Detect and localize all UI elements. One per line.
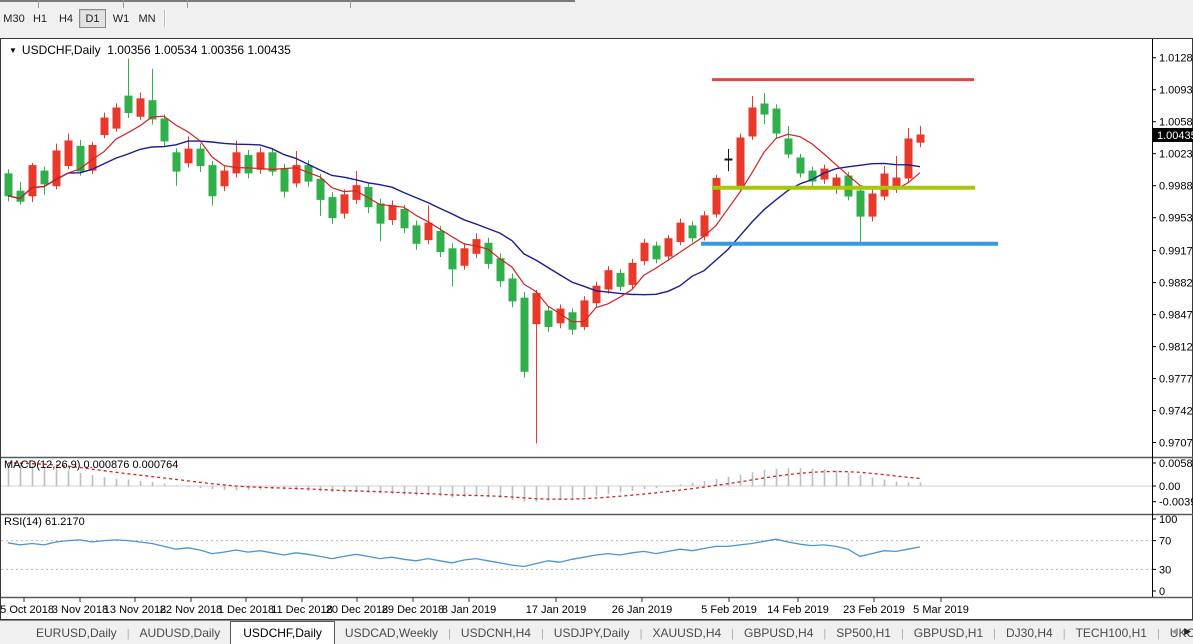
current-price-tag: [1153, 127, 1193, 142]
current-price-value: 1.00435: [1157, 130, 1193, 142]
date-tick-label: 1 Dec 2018: [218, 604, 274, 616]
date-tick-label: 26 Jan 2019: [612, 604, 673, 616]
date-tick-label: 5 Feb 2019: [701, 604, 757, 616]
tab-separator: |: [448, 628, 451, 640]
chart-symbol-label: USDCHF,Daily: [21, 43, 101, 57]
tab-scroll-controls: ◀ ▶: [1171, 626, 1191, 637]
tab-separator: |: [993, 628, 997, 640]
rsi-axis-label: 70: [1159, 536, 1171, 548]
chart-dropdown-icon[interactable]: ▼: [9, 46, 17, 55]
macd-main-value: 0.000876: [83, 459, 130, 471]
date-tick-label: 11 Dec 2018: [271, 604, 333, 616]
tab-separator: |: [639, 628, 643, 640]
tf-button-d1[interactable]: D1: [79, 9, 106, 28]
tab-gbpusd-h1[interactable]: GBPUSD,H1: [913, 626, 984, 640]
tab-separator: |: [900, 628, 904, 640]
rsi-axis-label: 0: [1159, 586, 1165, 598]
macd-axis-label: 0.005802: [1159, 458, 1193, 470]
date-tick-label: 29 Dec 2018: [382, 604, 444, 616]
tf-button-mn[interactable]: MN: [138, 12, 156, 25]
tab-usdcnh-h4[interactable]: USDCNH,H4: [460, 626, 531, 640]
rsi-indicator-label: RSI(14) 61.2170: [4, 516, 85, 528]
tab-usdjpy-daily[interactable]: USDJPY,Daily: [553, 626, 630, 640]
date-tick-label: 14 Feb 2019: [767, 604, 829, 616]
chart-title: ▼ USDCHF,Daily 1.00356 1.00534 1.00356 1.…: [9, 43, 291, 57]
macd-axis-label: -0.003945: [1159, 497, 1193, 509]
tf-button-w1[interactable]: W1: [112, 12, 130, 25]
toolbar-separator: [164, 10, 166, 27]
timeframe-toolbar: M30 H1 H4 D1 W1 MN: [0, 8, 1193, 30]
tab-eurusd-daily[interactable]: EURUSD,Daily: [36, 626, 117, 640]
price-tick-label: 1.01280: [1159, 53, 1193, 65]
date-tick-label: 22 Nov 2018: [160, 604, 222, 616]
tab-gbpusd-h4[interactable]: GBPUSD,H4: [744, 626, 814, 640]
tab-separator: |: [540, 628, 544, 640]
date-tick-label: 5 Mar 2019: [913, 604, 969, 616]
rsi-axis-label: 30: [1159, 564, 1171, 576]
tab-separator: |: [126, 628, 130, 640]
tab-separator: |: [1156, 628, 1160, 640]
tab-usdcad-weekly[interactable]: USDCAD,Weekly: [344, 626, 439, 640]
date-tick-label: 25 Oct 2018: [1, 604, 54, 616]
price-tick-label: 1.00930: [1159, 85, 1193, 97]
tf-button-m30[interactable]: M30: [3, 12, 25, 25]
date-tick-label: 13 Nov 2018: [104, 604, 166, 616]
macd-axis-label: 0.00: [1159, 481, 1180, 493]
tf-button-h1[interactable]: H1: [32, 12, 48, 25]
macd-indicator-label: MACD(12,26,9) 0.000876 0.000764: [4, 459, 179, 471]
tab-scroll-left-icon[interactable]: ◀: [1171, 626, 1179, 636]
tab-tech100-h1[interactable]: TECH100,H1: [1075, 626, 1147, 640]
tab-sp500-h1[interactable]: SP500,H1: [836, 626, 891, 640]
tab-xauusd-h4[interactable]: XAUUSD,H4: [652, 626, 722, 640]
tab-dj30-h4[interactable]: DJ30,H4: [1006, 626, 1053, 640]
symbol-tab-bar: ◀ ▶ EURUSD,Daily | AUDUSD,Daily USDCHF,Dail…: [0, 620, 1193, 644]
tab-separator: |: [1062, 628, 1066, 640]
price-tick-label: 0.97070: [1159, 438, 1193, 450]
upper-toolbar-strip: [0, 0, 1193, 8]
chart-ohlc-values: 1.00356 1.00534 1.00356 1.00435: [107, 43, 291, 57]
macd-signal-value: 0.000764: [132, 459, 179, 471]
tab-usdchf-daily[interactable]: USDCHF,Daily: [230, 621, 335, 644]
rsi-axis-label: 100: [1159, 514, 1177, 526]
date-tick-label: 8 Jan 2019: [442, 604, 496, 616]
toolbar-edge: [0, 0, 575, 2]
tab-scroll-right-icon[interactable]: ▶: [1184, 626, 1191, 636]
date-tick-label: 23 Feb 2019: [843, 604, 905, 616]
date-tick-label: 20 Dec 2018: [326, 604, 388, 616]
rsi-value: 61.2170: [44, 516, 85, 528]
tf-button-h4[interactable]: H4: [58, 12, 74, 25]
tab-ukc[interactable]: UKC: [1169, 626, 1193, 640]
date-tick-label: 3 Nov 2018: [52, 604, 108, 616]
tab-separator: |: [731, 628, 735, 640]
tab-audusd-daily[interactable]: AUDUSD,Daily: [139, 626, 221, 640]
date-tick-label: 17 Jan 2019: [526, 604, 587, 616]
tab-separator: |: [823, 628, 827, 640]
